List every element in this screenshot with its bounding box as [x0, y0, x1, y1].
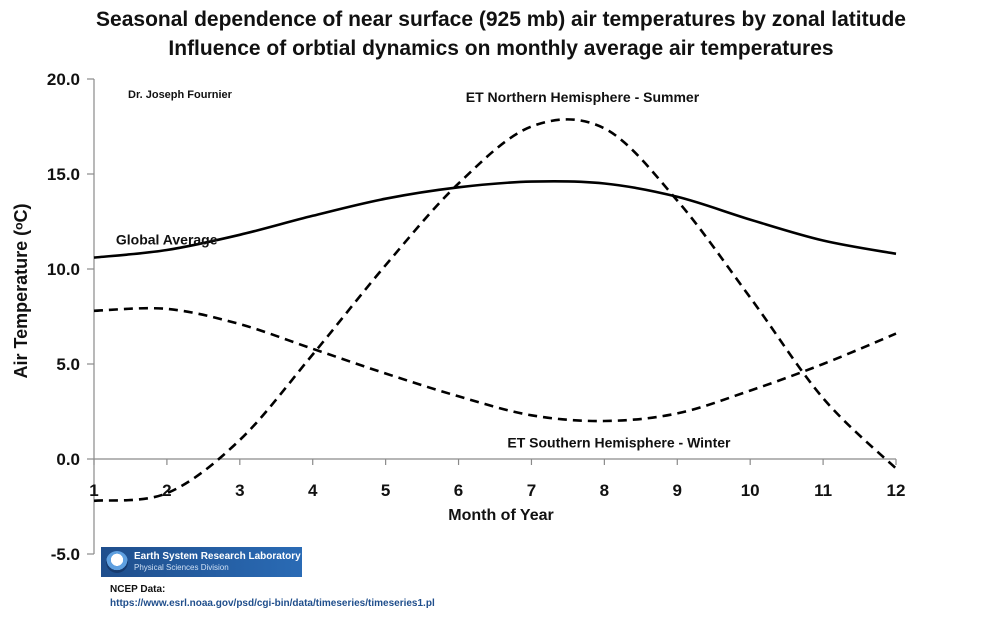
- southern-hemisphere-label: ET Southern Hemisphere - Winter: [507, 435, 731, 451]
- author-annotation: Dr. Joseph Fournier: [128, 89, 233, 101]
- y-axis-label: Air Temperature (ᵒC): [11, 203, 31, 378]
- southern-hemisphere-line: [93, 306, 897, 423]
- source-label: NCEP Data:: [110, 584, 166, 595]
- x-axis-label: Month of Year: [448, 507, 554, 524]
- y-tick-label: 15.0: [47, 165, 80, 184]
- northern-hemisphere-line: [93, 118, 897, 503]
- x-tick-label: 7: [527, 481, 536, 500]
- y-tick-label: 0.0: [56, 450, 80, 469]
- y-tick-label: 5.0: [56, 355, 80, 374]
- x-tick-label: 8: [600, 481, 609, 500]
- x-tick-label: 1: [89, 481, 98, 500]
- y-tick-label: 20.0: [47, 70, 80, 89]
- y-tick-label: 10.0: [47, 260, 80, 279]
- chart-subtitle: Influence of orbtial dynamics on monthly…: [168, 37, 834, 60]
- chart-title: Seasonal dependence of near surface (925…: [96, 8, 906, 31]
- x-tick-label: 6: [454, 481, 463, 500]
- x-tick-label: 10: [741, 481, 760, 500]
- esrl-logo[interactable]: Earth System Research Laboratory Physica…: [101, 547, 302, 577]
- x-tick-label: 4: [308, 481, 318, 500]
- global-average-label: Global Average: [116, 231, 218, 247]
- noaa-emblem-icon: [106, 551, 128, 573]
- x-tick-label: 2: [162, 481, 171, 500]
- esrl-logo-name: Earth System Research Laboratory: [134, 551, 301, 562]
- x-tick-label: 9: [673, 481, 682, 500]
- source-url-link[interactable]: https://www.esrl.noaa.gov/psd/cgi-bin/da…: [110, 598, 435, 609]
- northern-hemisphere-label: ET Northern Hemisphere - Summer: [466, 89, 700, 105]
- esrl-logo-division: Physical Sciences Division: [134, 563, 229, 572]
- x-tick-label: 3: [235, 481, 244, 500]
- x-tick-label: 12: [887, 481, 906, 500]
- y-tick-label: -5.0: [51, 545, 80, 564]
- x-tick-label: 11: [814, 481, 832, 500]
- x-tick-label: 5: [381, 481, 390, 500]
- global-average-line: [93, 179, 897, 259]
